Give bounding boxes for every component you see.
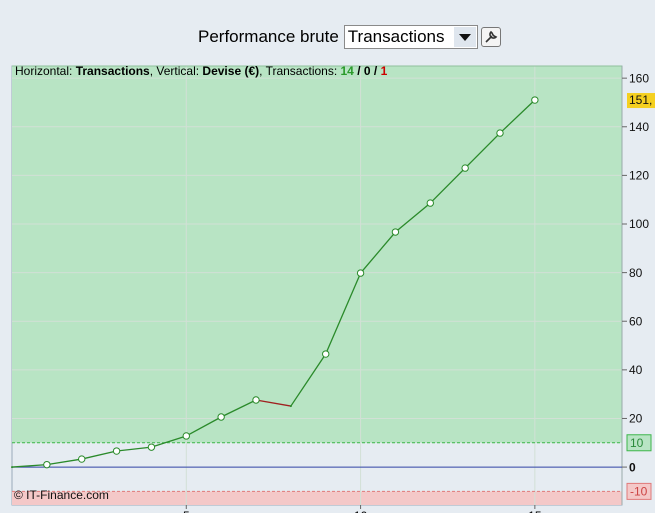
wins: 14: [341, 64, 355, 78]
data-point: [531, 96, 539, 104]
info-x: Transactions: [76, 64, 150, 78]
line-segment: [255, 399, 291, 407]
info: Horizontal:: [15, 64, 76, 78]
header: Performance brute Transactions: [198, 25, 501, 49]
line-segment: [151, 435, 187, 448]
watermark: © IT-Finance.com: [14, 488, 109, 502]
y-tick-label: 140: [629, 120, 649, 134]
x-tick-label: 15: [528, 509, 542, 513]
sep: /: [357, 64, 361, 78]
data-point: [289, 405, 292, 408]
data-point: [147, 443, 156, 451]
line-segment: [395, 202, 431, 233]
data-point: [78, 455, 86, 463]
line-segment: [429, 167, 466, 204]
data-point: [322, 350, 330, 358]
y-tick-label: 120: [629, 169, 649, 183]
loss-zone: [12, 491, 622, 505]
header-label: Performance brute: [198, 27, 339, 46]
data-point: [112, 447, 121, 455]
info-y: Devise (€): [202, 64, 259, 78]
selector[interactable]: Transactions: [343, 25, 478, 49]
data-point: [461, 164, 469, 172]
last-value-label: 151,: [629, 93, 652, 107]
data-point: [391, 228, 400, 236]
data-point: [496, 129, 504, 137]
line-segment: [185, 416, 222, 437]
threshold-box: [626, 482, 652, 500]
line-segment: [499, 99, 536, 134]
y-tick-label: 80: [629, 266, 643, 280]
dropdown-arrow[interactable]: [453, 27, 476, 47]
wrench-icon: [485, 30, 498, 43]
y-tick-label: 40: [629, 363, 643, 377]
profit-zone: [12, 66, 622, 443]
settings-button[interactable]: [480, 27, 501, 47]
line-segment: [81, 450, 117, 460]
info: , Transactions:: [259, 64, 340, 78]
data-point: [43, 460, 51, 469]
last-value-box: [627, 93, 655, 109]
sep: /: [374, 64, 378, 78]
data-point: [426, 199, 434, 207]
line-segment: [46, 458, 82, 466]
threshold-box: [626, 434, 652, 452]
losses: 1: [381, 64, 388, 78]
neutral: 0: [364, 64, 371, 78]
line-segment: [116, 446, 152, 452]
x-tick-label: 10: [354, 509, 368, 513]
y-tick-label: 0: [629, 460, 636, 474]
data-point: [356, 269, 365, 277]
y-tick-label: 60: [629, 314, 643, 328]
threshold-label: 10: [630, 436, 644, 450]
y-tick-label: 100: [629, 217, 649, 231]
y-tick-label: 160: [629, 71, 649, 85]
data-point: [252, 396, 260, 404]
line-segment: [11, 464, 47, 468]
info-text: Horizontal: Transactions, Vertical: Devi…: [15, 64, 388, 78]
line-segment: [290, 353, 327, 407]
line-segment: [360, 231, 396, 274]
line-segment: [464, 132, 501, 169]
selector-value: Transactions: [347, 27, 445, 46]
y-tick-label: 20: [629, 412, 643, 426]
data-point: [182, 432, 190, 440]
line-segment: [325, 272, 362, 355]
line-segment: [220, 399, 257, 418]
x-tick-label: 5: [183, 509, 190, 513]
data-point: [217, 413, 225, 421]
info: , Vertical:: [150, 64, 203, 78]
threshold-label: -10: [630, 485, 648, 499]
data-point: [11, 466, 13, 469]
